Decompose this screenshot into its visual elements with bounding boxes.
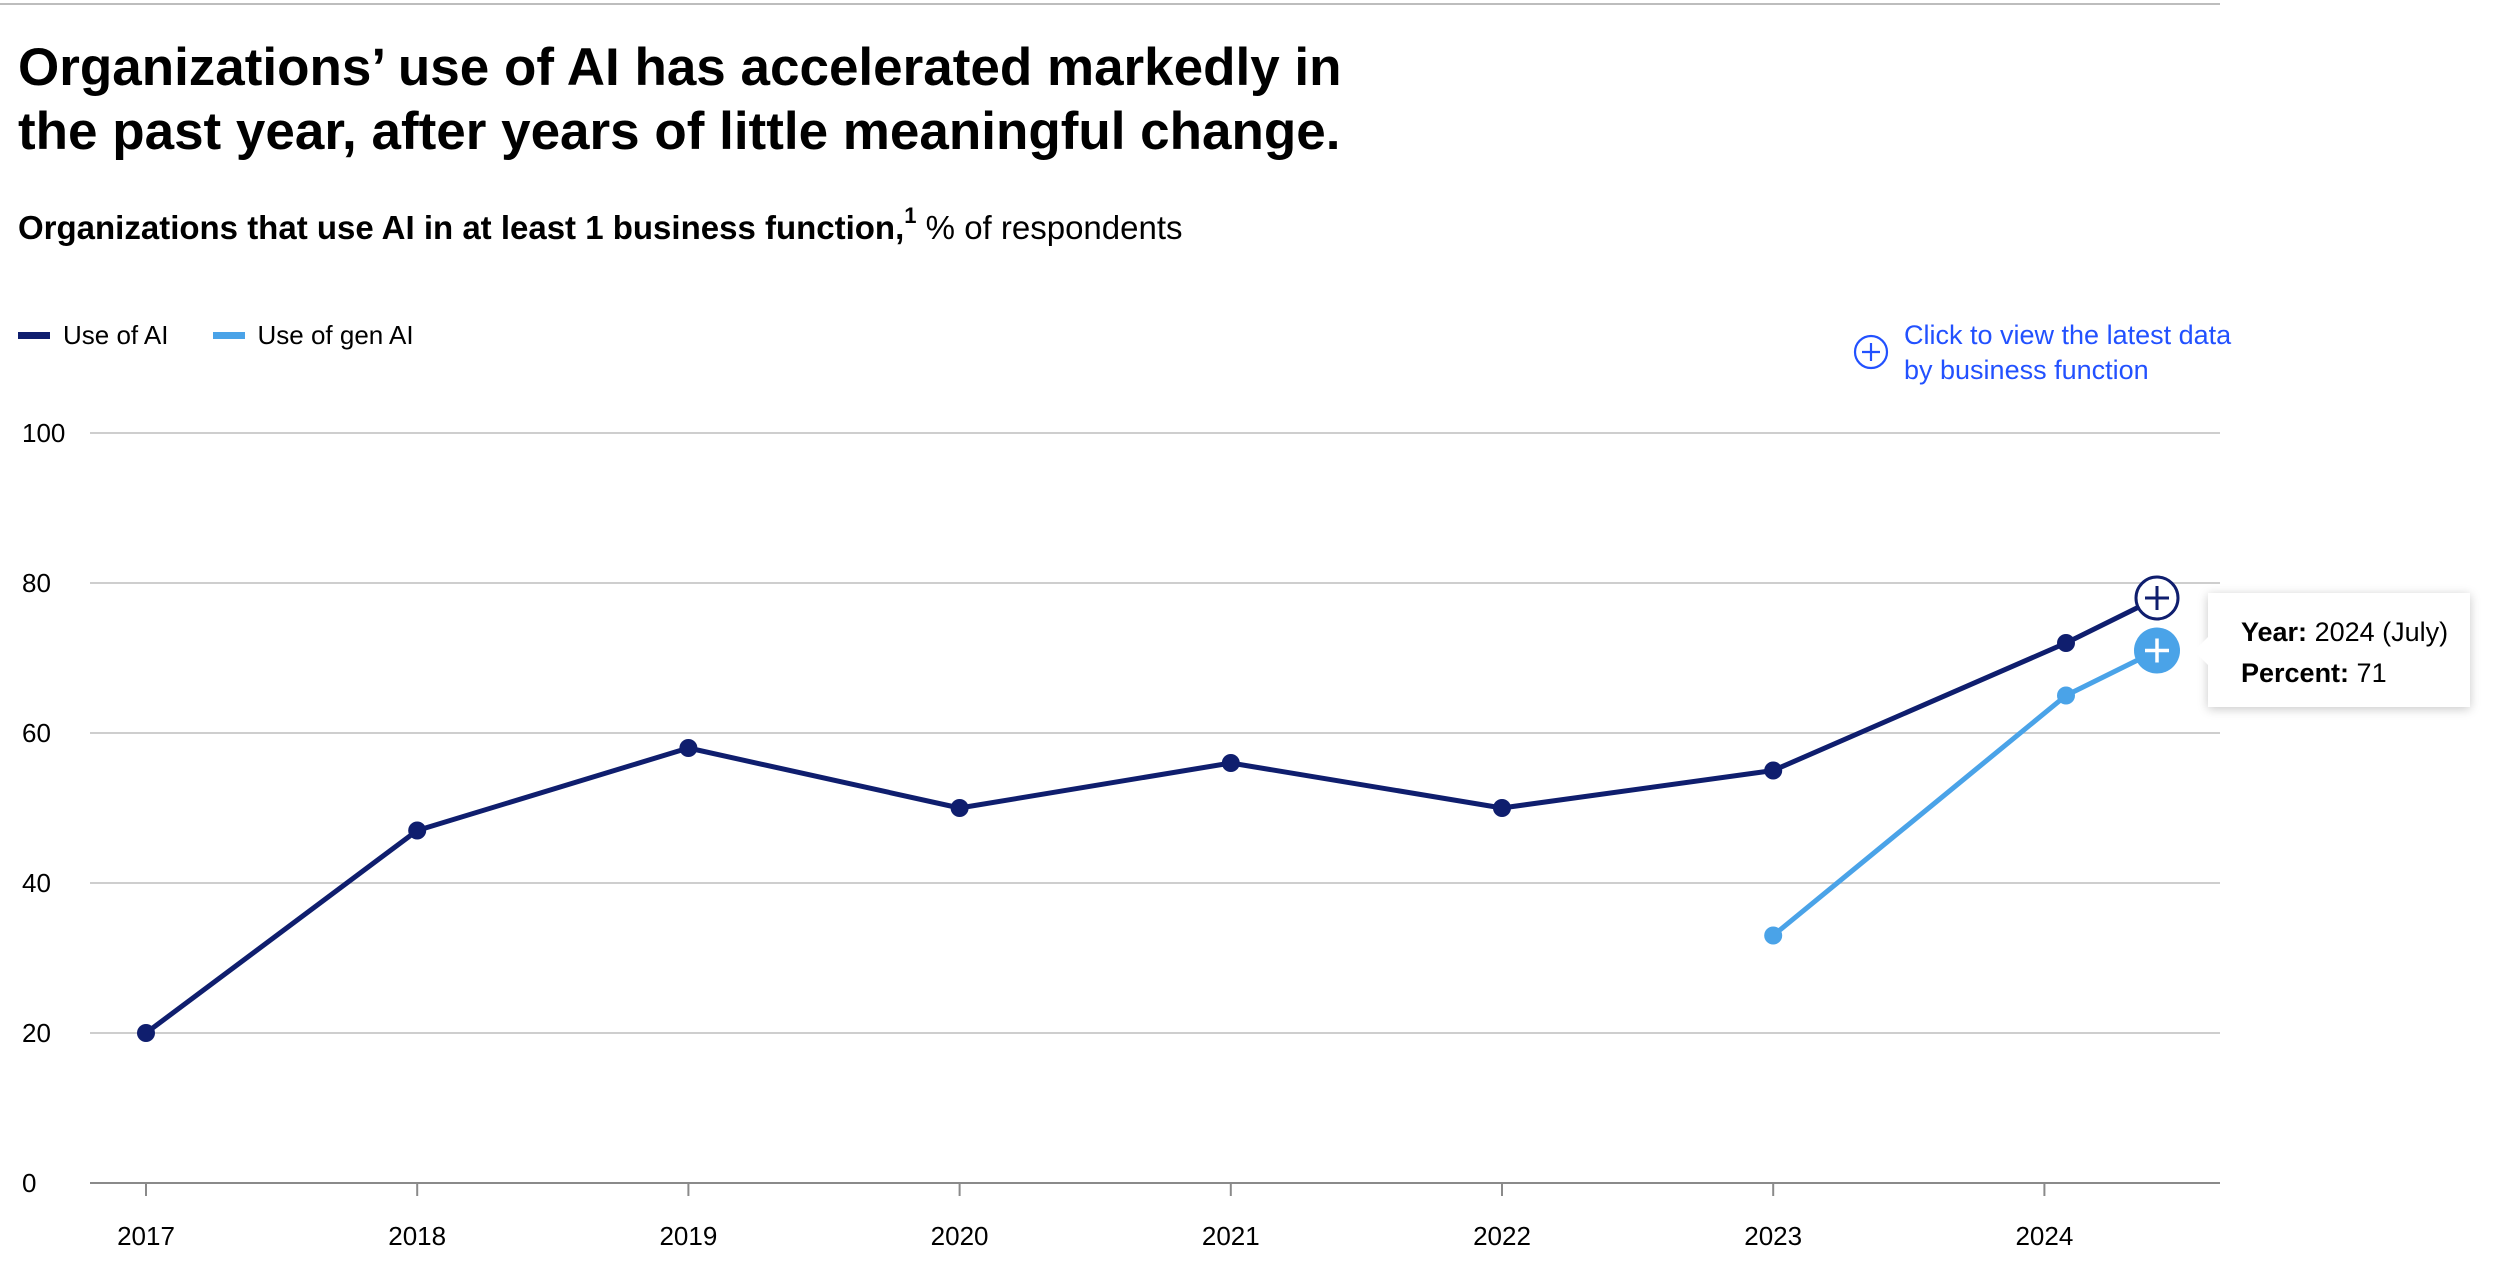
tooltip-arrow [2194, 637, 2208, 665]
y-tick-label-20: 20 [22, 1018, 51, 1048]
y-tick-label-100: 100 [22, 418, 65, 448]
legend-label-use-of-ai: Use of AI [63, 320, 169, 350]
data-point-use-of-ai-6 [1764, 761, 1783, 780]
legend-swatch-use-of-ai [18, 332, 50, 339]
top-rule [0, 3, 2220, 5]
data-point-use-of-ai-5 [1493, 799, 1511, 817]
data-point-use-of-gen-ai-0 [1764, 926, 1783, 945]
data-point-use-of-ai-7 [2057, 634, 2075, 652]
legend-label-use-of-gen-ai: Use of gen AI [257, 320, 414, 350]
subtitle-bold: Organizations that use AI in at least 1 … [18, 209, 905, 246]
tooltip-year-row: Year: 2024 (July) [2241, 612, 2470, 653]
x-tick-label-2022: 2022 [1473, 1221, 1531, 1251]
data-point-use-of-ai-4 [1221, 754, 1240, 772]
x-tick-label-2020: 2020 [931, 1221, 989, 1251]
legend: Use of AI Use of gen AI [18, 320, 458, 351]
y-tick-label-0: 0 [22, 1168, 36, 1198]
y-tick-label-80: 80 [22, 568, 51, 598]
y-tick-label-40: 40 [22, 868, 51, 898]
chart-subtitle: Organizations that use AI in at least 1 … [18, 200, 1183, 248]
view-by-business-function-text: Click to view the latest data by busines… [1904, 320, 2232, 385]
data-point-use-of-gen-ai-1 [2057, 686, 2075, 705]
tooltip-percent-label: Percent: [2241, 658, 2350, 688]
view-by-business-function-link[interactable]: Click to view the latest data by busines… [1852, 318, 2234, 388]
x-tick-label-2019: 2019 [659, 1221, 717, 1251]
data-point-use-of-ai-3 [950, 799, 969, 817]
tooltip-year-value: 2024 (July) [2307, 617, 2449, 647]
plus-circle-icon [1853, 334, 1889, 370]
legend-swatch-use-of-gen-ai [212, 332, 245, 339]
x-tick-label-2021: 2021 [1202, 1221, 1260, 1251]
series-line-use-of-gen-ai [1770, 648, 2160, 938]
series-line-use-of-ai [143, 595, 2160, 1036]
legend-item-use-of-ai: Use of AI [18, 320, 169, 351]
x-tick-label-2023: 2023 [1744, 1221, 1802, 1251]
x-tick-label-2017: 2017 [117, 1221, 175, 1251]
legend-item-use-of-gen-ai: Use of gen AI [212, 320, 414, 351]
data-point-use-of-ai-1 [408, 821, 427, 840]
y-tick-label-60: 60 [22, 718, 51, 748]
chart-title: Organizations’ use of AI has accelerated… [18, 38, 1342, 161]
footnote-marker: 1 [904, 203, 917, 228]
data-point-use-of-ai-2 [679, 739, 698, 757]
x-tick-label-2024: 2024 [2015, 1221, 2073, 1251]
subtitle-unit: % of respondents [916, 209, 1183, 246]
data-point-use-of-ai-0 [137, 1024, 155, 1042]
tooltip-year-label: Year: [2241, 617, 2308, 647]
tooltip-percent-value: 71 [2349, 658, 2387, 688]
x-tick-label-2018: 2018 [388, 1221, 446, 1251]
tooltip-percent-row: Percent: 71 [2241, 653, 2470, 694]
data-tooltip: Year: 2024 (July) Percent: 71 [2194, 593, 2470, 707]
